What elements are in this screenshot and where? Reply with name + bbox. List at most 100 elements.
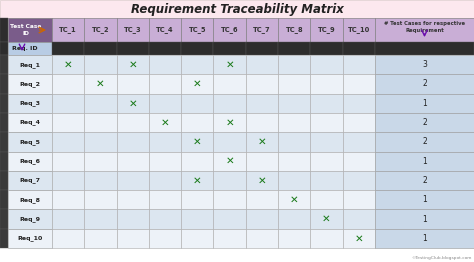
Bar xyxy=(343,42,375,55)
Bar xyxy=(84,229,117,248)
Bar xyxy=(117,190,149,209)
Bar xyxy=(149,190,181,209)
Bar xyxy=(181,74,213,94)
Bar xyxy=(343,55,375,74)
Bar xyxy=(181,94,213,113)
Bar xyxy=(246,94,278,113)
Bar xyxy=(310,171,343,190)
Bar xyxy=(0,229,8,248)
Bar xyxy=(310,151,343,171)
Text: ✕: ✕ xyxy=(257,176,266,185)
Text: Req_10: Req_10 xyxy=(18,236,43,241)
Bar xyxy=(375,18,474,42)
Bar xyxy=(213,171,246,190)
Bar xyxy=(8,151,52,171)
Text: ✕: ✕ xyxy=(290,195,299,205)
Bar xyxy=(149,209,181,229)
Text: Req_1: Req_1 xyxy=(19,62,40,68)
Bar xyxy=(84,209,117,229)
Bar xyxy=(117,229,149,248)
Bar xyxy=(310,190,343,209)
Text: 1: 1 xyxy=(422,99,427,108)
Bar xyxy=(213,132,246,151)
Bar xyxy=(0,151,8,171)
Bar xyxy=(0,209,8,229)
Bar xyxy=(343,209,375,229)
Bar xyxy=(375,113,474,132)
Bar xyxy=(181,190,213,209)
Bar xyxy=(310,74,343,94)
Text: TC_2: TC_2 xyxy=(91,26,109,34)
Text: Req_4: Req_4 xyxy=(19,120,40,125)
Bar xyxy=(8,55,52,74)
Bar xyxy=(149,94,181,113)
Bar xyxy=(310,229,343,248)
Bar xyxy=(278,171,310,190)
Text: 1: 1 xyxy=(422,215,427,223)
Bar xyxy=(84,113,117,132)
Bar xyxy=(0,113,8,132)
Bar xyxy=(343,229,375,248)
Bar xyxy=(310,113,343,132)
Bar xyxy=(181,42,213,55)
Bar xyxy=(375,42,474,55)
Bar xyxy=(246,209,278,229)
Text: Req_9: Req_9 xyxy=(19,216,40,222)
Bar xyxy=(181,113,213,132)
Bar xyxy=(117,171,149,190)
Bar xyxy=(0,132,8,151)
Bar xyxy=(149,229,181,248)
Bar xyxy=(181,229,213,248)
Bar xyxy=(8,18,52,42)
Text: TC_1: TC_1 xyxy=(59,26,77,34)
Bar xyxy=(375,209,474,229)
Bar xyxy=(84,74,117,94)
Text: 1: 1 xyxy=(422,195,427,204)
Bar xyxy=(0,171,8,190)
Bar xyxy=(246,132,278,151)
Bar xyxy=(310,18,343,42)
Text: TC_9: TC_9 xyxy=(318,26,336,34)
Text: Req_3: Req_3 xyxy=(19,100,40,106)
Bar xyxy=(52,151,84,171)
Bar xyxy=(8,94,52,113)
Bar xyxy=(0,18,8,42)
Bar xyxy=(181,18,213,42)
Text: ✕: ✕ xyxy=(128,60,137,70)
Bar xyxy=(149,113,181,132)
Bar xyxy=(278,209,310,229)
Bar xyxy=(278,55,310,74)
Bar xyxy=(0,94,8,113)
Text: Req_7: Req_7 xyxy=(19,178,40,183)
Text: Req_8: Req_8 xyxy=(19,197,40,203)
Bar xyxy=(310,209,343,229)
Bar xyxy=(181,151,213,171)
Bar xyxy=(0,42,8,55)
Bar xyxy=(375,132,474,151)
Bar xyxy=(246,190,278,209)
Bar xyxy=(278,229,310,248)
Text: ✕: ✕ xyxy=(225,156,234,166)
Bar xyxy=(278,94,310,113)
Bar xyxy=(52,209,84,229)
Bar xyxy=(213,74,246,94)
Text: ✕: ✕ xyxy=(96,79,105,89)
Bar xyxy=(246,74,278,94)
Text: ✕: ✕ xyxy=(257,137,266,147)
Bar xyxy=(213,94,246,113)
Bar xyxy=(213,229,246,248)
Bar xyxy=(149,18,181,42)
Text: ✕: ✕ xyxy=(64,60,73,70)
Text: Req_6: Req_6 xyxy=(19,158,40,164)
Bar xyxy=(343,151,375,171)
Bar xyxy=(213,151,246,171)
Bar xyxy=(8,229,52,248)
Text: TC_3: TC_3 xyxy=(124,26,142,34)
Bar xyxy=(8,171,52,190)
Bar xyxy=(117,151,149,171)
Bar xyxy=(8,74,52,94)
Bar xyxy=(213,113,246,132)
Bar xyxy=(213,42,246,55)
Text: 2: 2 xyxy=(422,137,427,146)
Text: TC_7: TC_7 xyxy=(253,26,271,34)
